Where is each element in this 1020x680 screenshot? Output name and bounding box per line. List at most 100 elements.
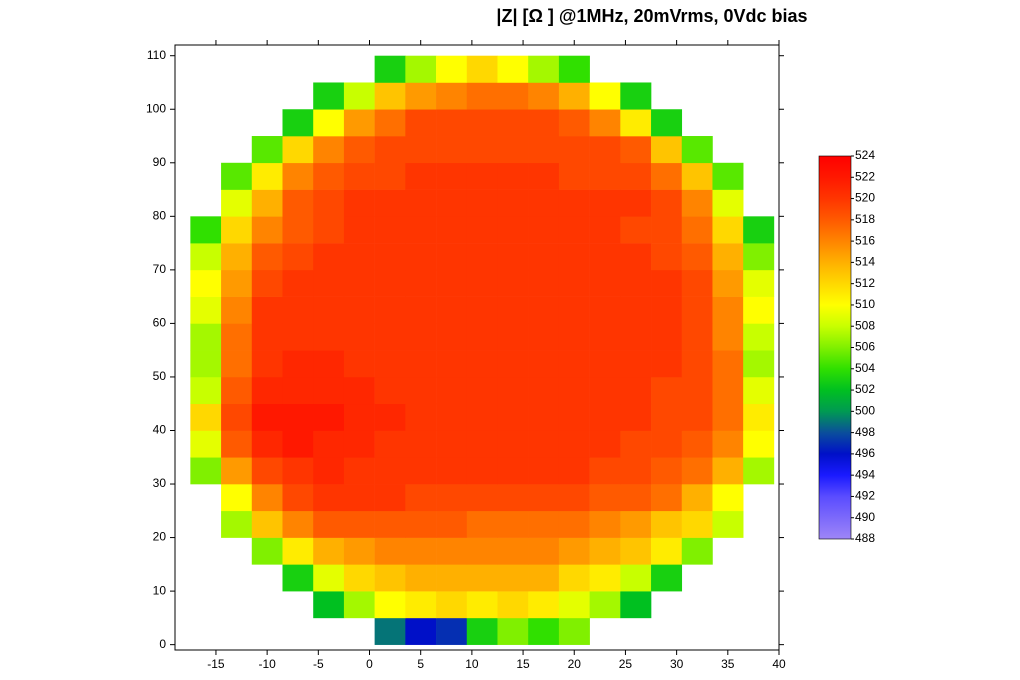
heat-cell bbox=[466, 403, 498, 431]
heat-cell bbox=[620, 403, 652, 431]
colorbar-tick-label: 490 bbox=[855, 510, 875, 524]
heat-cell bbox=[620, 216, 652, 244]
heat-cell bbox=[436, 564, 468, 592]
heat-cell bbox=[221, 457, 253, 485]
heat-cell bbox=[405, 457, 437, 485]
heat-cell bbox=[251, 484, 283, 512]
heat-cell bbox=[466, 484, 498, 512]
heat-cell bbox=[497, 376, 529, 405]
heat-cell bbox=[681, 484, 713, 512]
heat-cell bbox=[405, 350, 437, 378]
x-tick-label: -5 bbox=[313, 657, 324, 671]
heat-cell bbox=[221, 162, 253, 190]
heat-cell bbox=[221, 269, 253, 297]
heat-cell bbox=[528, 189, 560, 217]
chart-title: |Z| [Ω ] @1MHz, 20mVrms, 0Vdc bias bbox=[496, 6, 807, 26]
heat-cell bbox=[405, 269, 437, 297]
heat-cell bbox=[313, 162, 345, 190]
heat-cell bbox=[651, 564, 683, 592]
heat-cell bbox=[712, 323, 744, 351]
heat-cell bbox=[343, 82, 375, 110]
heat-cell bbox=[436, 376, 468, 405]
heat-cell bbox=[497, 189, 529, 217]
heat-cell bbox=[190, 376, 222, 405]
heat-cell bbox=[712, 162, 744, 190]
heat-cell bbox=[436, 430, 468, 458]
heat-cell bbox=[558, 323, 590, 351]
heat-cell bbox=[251, 189, 283, 217]
colorbar-tick-label: 510 bbox=[855, 297, 875, 311]
heat-cell bbox=[681, 296, 713, 324]
colorbar-tick-label: 492 bbox=[855, 489, 875, 503]
y-tick-label: 90 bbox=[153, 155, 167, 169]
heat-cell bbox=[466, 82, 498, 110]
heat-cell bbox=[313, 109, 345, 137]
heat-cell bbox=[405, 323, 437, 351]
heat-cell bbox=[497, 564, 529, 592]
heat-cell bbox=[558, 296, 590, 324]
heat-cell bbox=[743, 269, 775, 297]
heat-cell bbox=[620, 484, 652, 512]
heat-cell bbox=[681, 430, 713, 458]
heat-cell bbox=[589, 591, 621, 619]
heat-cell bbox=[651, 484, 683, 512]
heat-cell bbox=[651, 136, 683, 164]
heat-cell bbox=[651, 537, 683, 565]
heat-cell bbox=[620, 457, 652, 485]
heat-cell bbox=[282, 350, 314, 378]
heat-cell bbox=[651, 510, 683, 538]
y-tick-label: 110 bbox=[147, 48, 166, 62]
heat-cell bbox=[589, 430, 621, 458]
heat-cell bbox=[589, 564, 621, 592]
heat-cell bbox=[712, 350, 744, 378]
heat-cell bbox=[405, 537, 437, 565]
heat-cell bbox=[221, 189, 253, 217]
heat-cell bbox=[712, 296, 744, 324]
heat-cell bbox=[712, 484, 744, 512]
heat-cell bbox=[313, 136, 345, 164]
heat-cell bbox=[405, 564, 437, 592]
plot-frame bbox=[174, 44, 780, 651]
x-tick-label: 5 bbox=[417, 657, 424, 671]
heat-cell bbox=[558, 243, 590, 271]
heat-cell bbox=[589, 376, 621, 405]
heat-cell bbox=[405, 430, 437, 458]
heat-cell bbox=[282, 136, 314, 164]
heat-cell bbox=[190, 216, 222, 244]
heat-cell bbox=[589, 162, 621, 190]
y-tick-label: 0 bbox=[159, 637, 166, 651]
colorbar-tick-label: 488 bbox=[855, 531, 875, 545]
heat-cell bbox=[251, 323, 283, 351]
heat-cell bbox=[313, 296, 345, 324]
heat-cell bbox=[466, 109, 498, 137]
heat-cell bbox=[528, 55, 560, 83]
heat-cell bbox=[313, 510, 345, 538]
y-tick-label: 60 bbox=[153, 316, 167, 330]
heat-cell bbox=[681, 136, 713, 164]
heat-cell bbox=[251, 136, 283, 164]
heat-cell bbox=[374, 162, 406, 190]
heat-cell bbox=[466, 457, 498, 485]
colorbar-tick-label: 524 bbox=[855, 148, 875, 162]
heat-cell bbox=[313, 484, 345, 512]
heat-cell bbox=[374, 109, 406, 137]
heat-cell bbox=[651, 403, 683, 431]
heat-cell bbox=[528, 591, 560, 619]
heat-cell bbox=[221, 243, 253, 271]
heat-cell bbox=[497, 323, 529, 351]
heat-cell bbox=[589, 457, 621, 485]
colorbar-tick-label: 494 bbox=[855, 467, 875, 481]
heat-cell bbox=[405, 243, 437, 271]
heat-cell bbox=[528, 403, 560, 431]
y-tick-label: 50 bbox=[153, 369, 167, 383]
heat-cell bbox=[343, 269, 375, 297]
colorbar-tick-label: 504 bbox=[855, 361, 875, 375]
heat-cell bbox=[405, 617, 437, 645]
heat-cell bbox=[466, 376, 498, 405]
heat-cell bbox=[343, 296, 375, 324]
heat-cell bbox=[528, 376, 560, 405]
heat-cell bbox=[528, 162, 560, 190]
heat-cell bbox=[374, 189, 406, 217]
heat-cell bbox=[651, 376, 683, 405]
